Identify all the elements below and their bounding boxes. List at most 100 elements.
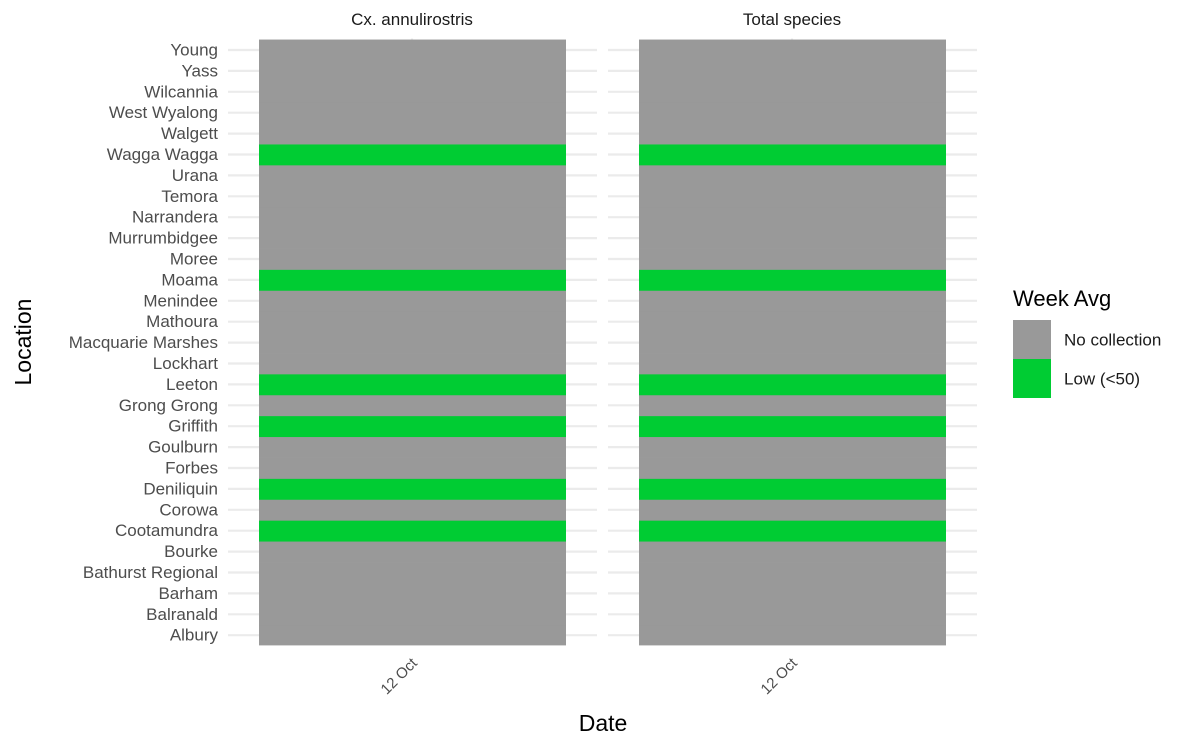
x-axis-title: Date xyxy=(579,710,628,736)
y-tick-label: Bourke xyxy=(164,542,218,561)
heatmap-tile xyxy=(639,436,946,458)
y-tick-label: Wilcannia xyxy=(144,82,218,101)
heatmap-tile xyxy=(639,478,946,500)
heatmap-tile xyxy=(639,394,946,417)
x-tick-label: 12 Oct xyxy=(378,654,422,698)
y-tick-label: Leeton xyxy=(166,375,218,394)
heatmap-tile xyxy=(639,123,946,145)
y-tick-label: Griffith xyxy=(168,417,218,436)
heatmap-tile xyxy=(259,102,566,124)
y-tick-label: Bathurst Regional xyxy=(83,563,218,582)
y-tick-label: Menindee xyxy=(143,291,218,310)
heatmap-tile xyxy=(259,415,566,438)
y-tick-label: Murrumbidgee xyxy=(108,229,218,248)
heatmap-tile xyxy=(259,206,566,229)
heatmap-tile xyxy=(639,206,946,229)
heatmap-tile xyxy=(639,415,946,438)
heatmap-tile xyxy=(259,436,566,458)
y-axis-title: Location xyxy=(10,299,36,386)
y-tick-label: Yass xyxy=(181,61,218,80)
heatmap-tile xyxy=(639,185,946,208)
heatmap-tile xyxy=(259,60,566,82)
heatmap-tile xyxy=(639,227,946,249)
heatmap-tile xyxy=(639,164,946,187)
heatmap-tile xyxy=(639,311,946,333)
heatmap-tile xyxy=(259,269,566,291)
y-tick-label: Grong Grong xyxy=(119,396,218,415)
heatmap-tile xyxy=(639,457,946,479)
y-tick-label: Balranald xyxy=(146,605,218,624)
y-tick-label: Forbes xyxy=(165,459,218,478)
heatmap-tile xyxy=(639,248,946,270)
y-tick-label: Temora xyxy=(161,187,218,206)
heatmap-tile xyxy=(639,102,946,124)
heatmap-tile xyxy=(259,39,566,61)
y-tick-label: Lockhart xyxy=(153,354,218,373)
heatmap-tile xyxy=(259,541,566,563)
heatmap-tile xyxy=(259,290,566,312)
x-tick-label: 12 Oct xyxy=(758,654,802,698)
heatmap-tile xyxy=(259,562,566,584)
heatmap-tile xyxy=(639,373,946,396)
heatmap-tile xyxy=(259,520,566,542)
y-tick-label: Wagga Wagga xyxy=(107,145,219,164)
legend-label: No collection xyxy=(1064,331,1161,350)
heatmap-tile xyxy=(259,478,566,500)
heatmap-tile xyxy=(259,123,566,145)
y-tick-label: Cootamundra xyxy=(115,521,219,540)
facet-strips: Cx. annulirostris Total species xyxy=(351,10,841,29)
heatmap-tile xyxy=(259,353,566,375)
heatmap-tile xyxy=(259,624,566,646)
y-tick-label: Urana xyxy=(172,166,219,185)
y-tick-label: Moama xyxy=(161,270,218,289)
heatmap-tile xyxy=(639,353,946,375)
y-tick-label: Albury xyxy=(170,626,219,645)
legend-swatch xyxy=(1013,320,1051,359)
heatmap-tiles xyxy=(259,39,946,646)
heatmap-tile xyxy=(639,624,946,646)
y-tick-label: Walgett xyxy=(161,124,218,143)
heatmap-tile xyxy=(639,499,946,521)
y-tick-label: Barham xyxy=(158,584,218,603)
heatmap-tile xyxy=(259,373,566,396)
heatmap-tile xyxy=(259,582,566,605)
heatmap-tile xyxy=(259,332,566,354)
heatmap-tile xyxy=(259,394,566,417)
heatmap-tile xyxy=(639,603,946,626)
heatmap-tile xyxy=(259,164,566,187)
heatmap-tile xyxy=(259,81,566,103)
heatmap-tile xyxy=(259,185,566,208)
heatmap-tile xyxy=(639,39,946,61)
heatmap-tile xyxy=(259,457,566,479)
y-tick-label: Macquarie Marshes xyxy=(69,333,218,352)
y-tick-label: Deniliquin xyxy=(143,479,218,498)
legend-swatch xyxy=(1013,359,1051,398)
heatmap-tile xyxy=(259,499,566,521)
heatmap-tile xyxy=(639,562,946,584)
heatmap-tile xyxy=(639,144,946,166)
heatmap-tile xyxy=(639,541,946,563)
heatmap-tile xyxy=(259,311,566,333)
legend-label: Low (<50) xyxy=(1064,370,1140,389)
heatmap-tile xyxy=(639,60,946,82)
heatmap-tile xyxy=(259,227,566,249)
y-tick-label: Corowa xyxy=(159,500,218,519)
heatmap-tile xyxy=(639,520,946,542)
y-tick-label: Goulburn xyxy=(148,438,218,457)
y-tick-label: Narrandera xyxy=(132,208,219,227)
heatmap-tile xyxy=(639,332,946,354)
heatmap-tile xyxy=(259,603,566,626)
legend: Week Avg No collection Low (<50) xyxy=(1013,286,1161,398)
heatmap-tile xyxy=(639,582,946,605)
facet-strip-label: Total species xyxy=(743,10,841,29)
heatmap-tile xyxy=(259,144,566,166)
heatmap-tile xyxy=(639,81,946,103)
heatmap-tile xyxy=(259,248,566,270)
y-tick-label: Moree xyxy=(170,250,218,269)
y-tick-label: Young xyxy=(170,41,218,60)
y-tick-labels: Albury Balranald Barham Bathurst Regional Bo… xyxy=(69,41,219,645)
y-tick-label: West Wyalong xyxy=(109,103,218,122)
facet-strip-label: Cx. annulirostris xyxy=(351,10,473,29)
heatmap-tile xyxy=(639,290,946,312)
